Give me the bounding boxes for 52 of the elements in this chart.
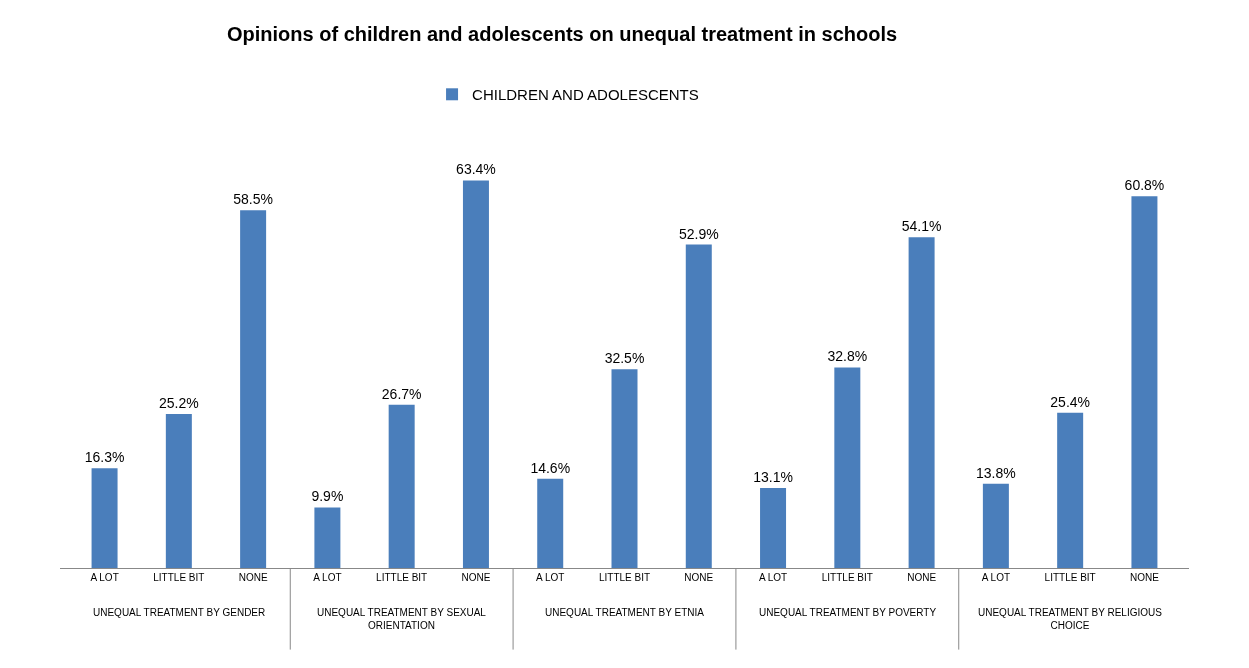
legend-label: CHILDREN AND ADOLESCENTS (472, 86, 699, 104)
bar (388, 404, 415, 568)
data-label: 16.3% (84, 449, 125, 466)
data-label: 25.2% (158, 394, 199, 411)
x-tick-label: NONE (461, 572, 491, 583)
x-tick-label: A LOT (90, 572, 119, 583)
x-tick-label: NONE (1129, 572, 1160, 583)
bar (240, 210, 267, 568)
bar (611, 369, 638, 568)
bar (982, 483, 1009, 568)
x-tick-label: LITTLE BIT (598, 572, 651, 583)
bar (91, 468, 118, 568)
bar (908, 237, 935, 568)
x-tick-label: A LOT (758, 572, 788, 583)
bar (462, 180, 489, 568)
x-tick-label: A LOT (313, 572, 342, 583)
x-tick-label: NONE (684, 572, 714, 583)
text: UNEQUAL TREATMENT BY RELIGIOUS CHOICE (978, 607, 1163, 631)
text: UNEQUAL TREATMENT BY SEXUAL ORIENTATION (317, 607, 487, 631)
bar (1131, 196, 1158, 568)
data-label: 63.4% (456, 161, 496, 178)
data-label: 13.1% (753, 468, 793, 485)
data-label: 32.5% (604, 350, 645, 367)
data-label: 52.9% (678, 225, 719, 242)
x-tick-label: LITTLE BIT (376, 572, 428, 583)
bar (314, 507, 341, 568)
chart-title: Opinions of children and adolescents on unequal treatment in schools (227, 22, 898, 45)
x-tick-label: LITTLE BIT (1044, 572, 1096, 583)
data-label: 14.6% (530, 459, 571, 476)
data-label: 25.4% (1050, 393, 1091, 410)
x-tick-label: A LOT (981, 572, 1011, 583)
bar (537, 478, 564, 568)
x-tick-label: NONE (238, 572, 268, 583)
text: UNEQUAL TREATMENT BY GENDER (93, 607, 266, 618)
x-tick-label: LITTLE BIT (821, 572, 873, 583)
x-tick-label: LITTLE BIT (153, 572, 205, 583)
bar (760, 487, 787, 568)
bar (834, 367, 861, 568)
bar (685, 244, 712, 568)
text: UNEQUAL TREATMENT BY POVERTY (759, 607, 937, 618)
data-label: 60.8% (1124, 177, 1165, 194)
x-tick-label: A LOT (536, 572, 565, 583)
data-label: 58.5% (233, 191, 273, 208)
data-label: 32.8% (827, 348, 868, 365)
x-tick-label: NONE (907, 572, 937, 583)
data-label: 54.1% (901, 218, 942, 235)
data-label: 9.9% (311, 488, 344, 505)
data-label: 13.8% (976, 464, 1016, 481)
data-label: 26.7% (381, 385, 422, 402)
text: UNEQUAL TREATMENT BY ETNIA (545, 607, 705, 618)
bar (165, 413, 192, 568)
bar (1057, 412, 1084, 568)
